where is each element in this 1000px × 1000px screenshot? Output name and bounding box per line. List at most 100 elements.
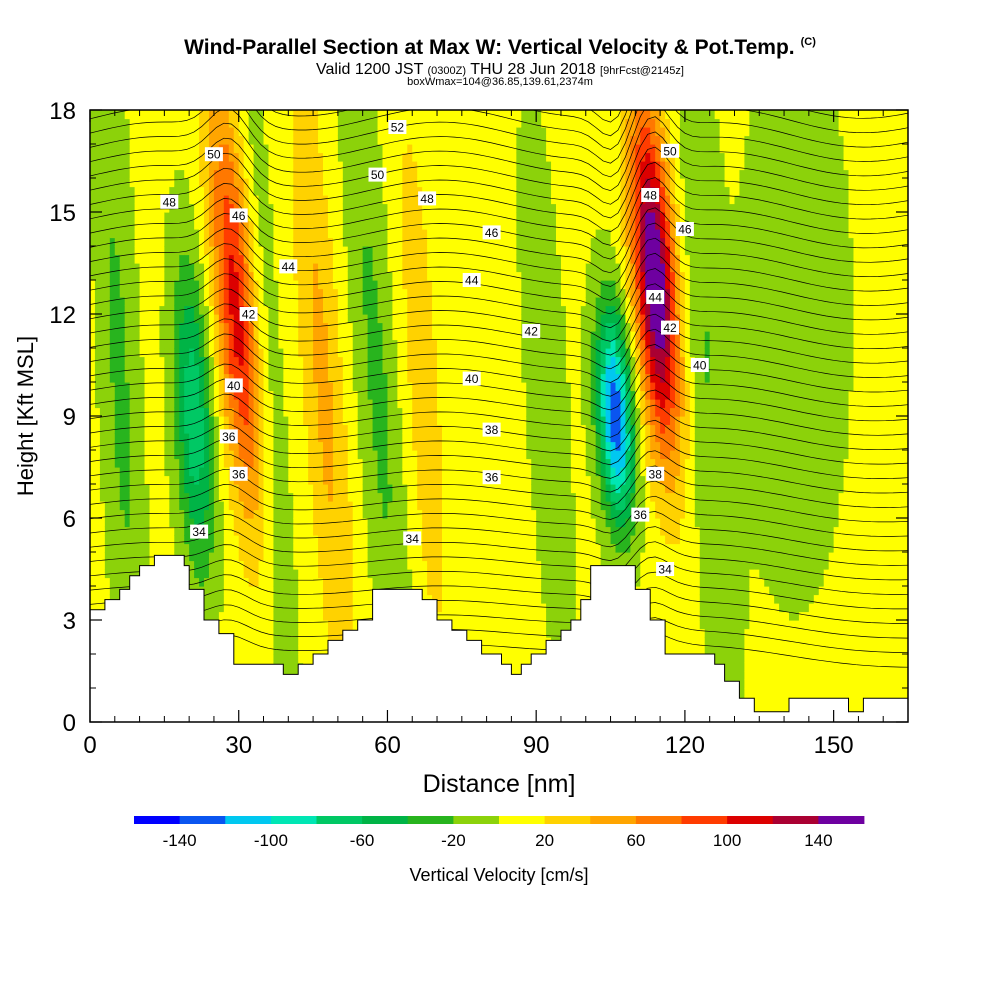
velocity-cell — [303, 526, 309, 536]
velocity-cell — [372, 118, 379, 128]
velocity-cell — [159, 441, 165, 451]
velocity-cell — [213, 569, 220, 579]
velocity-cell — [392, 390, 398, 400]
velocity-cell — [293, 348, 299, 358]
velocity-cell — [104, 569, 111, 579]
velocity-cell — [213, 458, 220, 468]
velocity-cell — [119, 271, 126, 281]
velocity-cell — [332, 169, 339, 179]
velocity-cell — [154, 314, 161, 324]
velocity-cell — [223, 543, 230, 553]
velocity-cell — [387, 492, 394, 502]
velocity-cell — [189, 399, 195, 409]
velocity-cell — [194, 178, 200, 188]
velocity-cell — [303, 458, 309, 468]
velocity-cell — [278, 467, 284, 477]
velocity-cell — [129, 110, 136, 120]
velocity-cell — [199, 331, 205, 341]
velocity-cell — [342, 356, 349, 366]
velocity-cell — [94, 288, 101, 298]
velocity-cell — [124, 492, 131, 502]
velocity-cell — [273, 603, 279, 613]
velocity-cell — [293, 407, 299, 417]
velocity-cell — [223, 407, 230, 417]
velocity-cell — [342, 339, 349, 349]
velocity-cell — [313, 110, 319, 120]
velocity-cell — [149, 560, 156, 570]
velocity-cell — [194, 433, 200, 443]
velocity-cell — [283, 407, 289, 417]
velocity-cell — [382, 365, 389, 375]
velocity-cell — [248, 518, 255, 528]
velocity-cell — [139, 246, 146, 256]
velocity-cell — [184, 263, 190, 273]
velocity-cell — [422, 220, 428, 230]
velocity-cell — [357, 322, 364, 332]
velocity-cell — [283, 628, 289, 638]
velocity-cell — [308, 424, 314, 434]
velocity-cell — [243, 535, 250, 545]
velocity-cell — [427, 186, 433, 196]
velocity-cell — [243, 322, 250, 332]
velocity-cell — [268, 526, 275, 536]
velocity-cell — [164, 492, 170, 502]
velocity-cell — [223, 586, 230, 596]
velocity-cell — [149, 331, 156, 341]
velocity-cell — [243, 373, 250, 383]
velocity-cell — [327, 339, 334, 349]
velocity-cell — [327, 356, 334, 366]
velocity-cell — [377, 407, 384, 417]
velocity-cell — [308, 203, 314, 213]
velocity-cell — [293, 152, 299, 162]
velocity-cell — [268, 467, 275, 477]
velocity-cell — [233, 144, 240, 154]
velocity-cell — [243, 492, 250, 502]
velocity-cell — [114, 441, 121, 451]
velocity-cell — [189, 484, 195, 494]
velocity-cell — [298, 237, 304, 247]
velocity-cell — [332, 577, 339, 587]
velocity-cell — [362, 560, 369, 570]
velocity-cell — [228, 220, 235, 230]
velocity-cell — [352, 594, 359, 604]
velocity-cell — [208, 526, 215, 536]
velocity-cell — [323, 305, 329, 315]
velocity-cell — [382, 135, 389, 145]
velocity-cell — [397, 467, 403, 477]
velocity-cell — [273, 594, 279, 604]
velocity-cell — [199, 127, 205, 137]
velocity-cell — [362, 416, 369, 426]
velocity-cell — [218, 501, 225, 511]
velocity-cell — [318, 467, 324, 477]
velocity-cell — [347, 246, 354, 256]
velocity-cell — [134, 543, 141, 553]
velocity-cell — [104, 322, 111, 332]
velocity-cell — [263, 127, 270, 137]
velocity-cell — [174, 212, 180, 222]
velocity-cell — [129, 169, 136, 179]
velocity-cell — [293, 246, 299, 256]
velocity-cell — [134, 356, 141, 366]
velocity-cell — [184, 186, 190, 196]
velocity-cell — [149, 492, 156, 502]
velocity-cell — [94, 356, 101, 366]
velocity-cell — [278, 637, 284, 647]
velocity-cell — [342, 450, 349, 460]
velocity-cell — [179, 288, 185, 298]
velocity-cell — [99, 586, 106, 596]
velocity-cell — [313, 246, 319, 256]
velocity-cell — [204, 118, 210, 128]
velocity-cell — [134, 518, 141, 528]
velocity-cell — [263, 280, 270, 290]
velocity-cell — [124, 577, 131, 587]
velocity-cell — [129, 118, 136, 128]
velocity-cell — [94, 407, 101, 417]
velocity-cell — [144, 543, 151, 553]
velocity-cell — [392, 526, 398, 536]
velocity-cell — [253, 518, 260, 528]
velocity-cell — [243, 424, 250, 434]
velocity-cell — [308, 475, 314, 485]
velocity-cell — [248, 416, 255, 426]
velocity-cell — [119, 390, 126, 400]
velocity-cell — [367, 152, 374, 162]
